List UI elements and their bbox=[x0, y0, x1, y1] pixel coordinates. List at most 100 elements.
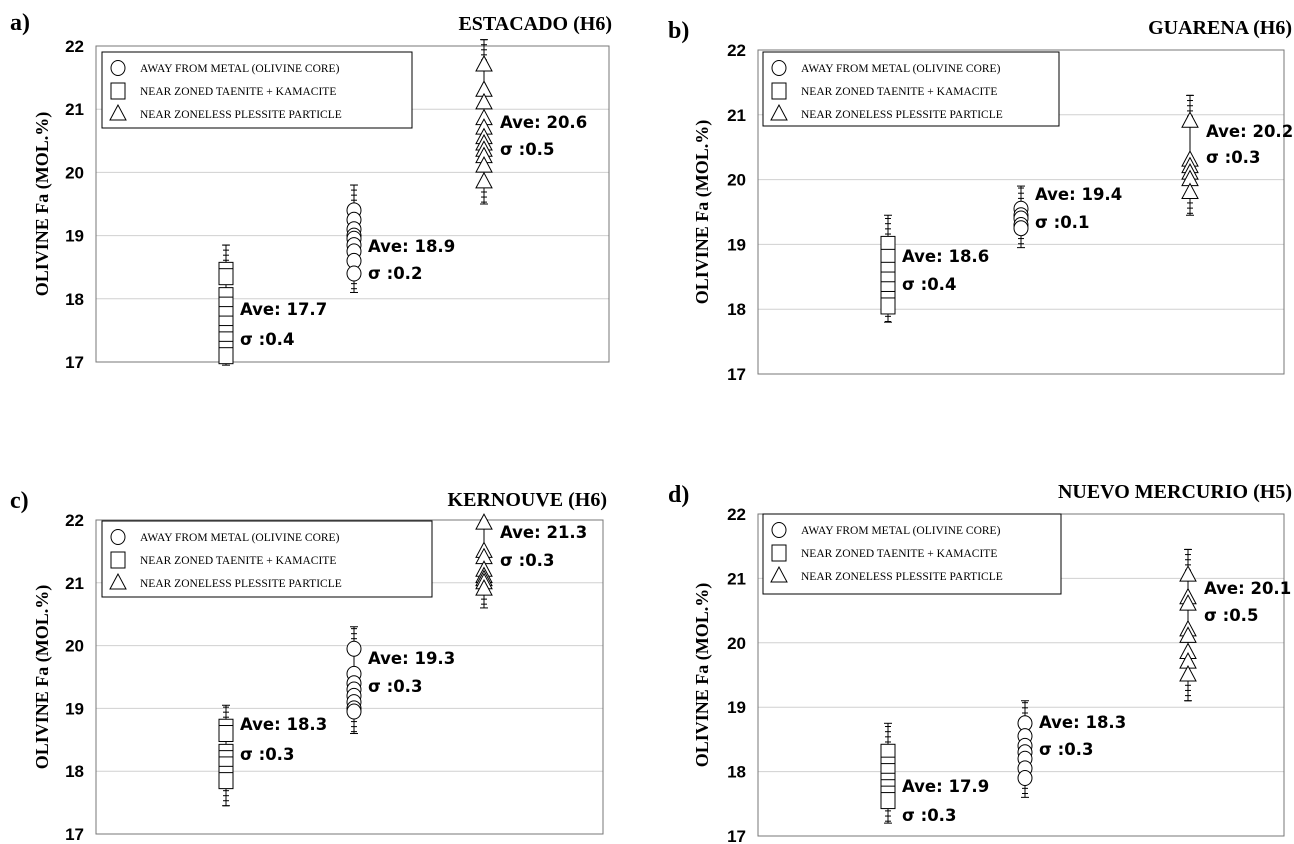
legend-entry: NEAR ZONED TAENITE + KAMACITE bbox=[140, 86, 336, 98]
y-tick-label: 17 bbox=[727, 827, 746, 844]
circle-marker bbox=[346, 640, 362, 657]
legend-box bbox=[101, 520, 433, 598]
triangle-marker bbox=[1179, 565, 1197, 582]
legend-circle-icon bbox=[771, 522, 787, 538]
legend-circle-icon bbox=[110, 529, 126, 545]
legend-entry: NEAR ZONELESS PLESSITE PARTICLE bbox=[140, 578, 342, 590]
sigma-label: σ :0.3 bbox=[1206, 148, 1260, 167]
legend-circle-icon bbox=[110, 60, 126, 76]
sigma-label: σ :0.4 bbox=[240, 330, 294, 349]
plot-frame bbox=[95, 519, 604, 835]
average-label: Ave: 19.4 bbox=[1035, 185, 1122, 204]
y-tick-label: 22 bbox=[65, 511, 84, 530]
y-tick-label: 21 bbox=[727, 569, 746, 588]
triangle-marker bbox=[475, 54, 493, 72]
square-marker bbox=[218, 347, 234, 365]
panel-letter: c) bbox=[10, 488, 29, 514]
circle-marker bbox=[1017, 770, 1033, 787]
average-label: Ave: 19.3 bbox=[368, 649, 455, 668]
legend-triangle-icon bbox=[109, 572, 127, 590]
plot-frame bbox=[757, 49, 1285, 375]
triangle-marker bbox=[1179, 626, 1197, 643]
sigma-label: σ :0.3 bbox=[500, 551, 554, 570]
average-label: Ave: 20.6 bbox=[500, 113, 587, 132]
sigma-label: σ :0.3 bbox=[240, 745, 294, 764]
y-axis-label: OLIVINE Fa (MOL.%) bbox=[32, 112, 53, 297]
legend-square-icon bbox=[771, 544, 787, 562]
chart-title: GUARENA (H6) bbox=[1148, 17, 1292, 39]
square-marker bbox=[218, 772, 234, 790]
average-label: Ave: 17.7 bbox=[240, 300, 327, 319]
square-marker bbox=[218, 725, 234, 743]
circle-marker bbox=[346, 265, 362, 282]
y-tick-label: 21 bbox=[727, 106, 746, 125]
y-tick-label: 21 bbox=[65, 100, 84, 119]
average-label: Ave: 18.9 bbox=[368, 237, 455, 256]
legend-square-icon bbox=[771, 82, 787, 100]
legend-entry: NEAR ZONED TAENITE + KAMACITE bbox=[801, 86, 997, 98]
sigma-label: σ :0.4 bbox=[902, 275, 956, 294]
y-tick-label: 19 bbox=[65, 699, 84, 718]
triangle-marker bbox=[1181, 182, 1199, 200]
average-label: Ave: 20.1 bbox=[1204, 579, 1291, 598]
legend-entry: NEAR ZONED TAENITE + KAMACITE bbox=[140, 555, 336, 567]
chart-title: NUEVO MERCURIO (H5) bbox=[1058, 481, 1292, 503]
y-axis-label: OLIVINE Fa (MOL.%) bbox=[692, 583, 713, 768]
legend-entry: NEAR ZONELESS PLESSITE PARTICLE bbox=[140, 109, 342, 121]
y-axis-label: OLIVINE Fa (MOL.%) bbox=[32, 585, 53, 770]
average-label: Ave: 18.3 bbox=[240, 715, 327, 734]
sigma-label: σ :0.5 bbox=[500, 140, 554, 159]
average-label: Ave: 18.3 bbox=[1039, 713, 1126, 732]
y-tick-label: 19 bbox=[727, 235, 746, 254]
square-marker bbox=[218, 268, 234, 286]
triangle-marker bbox=[1179, 664, 1197, 682]
y-tick-label: 18 bbox=[65, 290, 84, 309]
y-tick-label: 20 bbox=[65, 637, 84, 656]
sigma-label: σ :0.3 bbox=[1039, 740, 1093, 759]
legend-box bbox=[762, 51, 1060, 127]
triangle-marker bbox=[475, 513, 493, 530]
legend-triangle-icon bbox=[770, 565, 788, 583]
sigma-label: σ :0.1 bbox=[1035, 213, 1089, 232]
y-tick-label: 22 bbox=[727, 505, 746, 524]
panel-letter: d) bbox=[668, 482, 689, 508]
square-marker bbox=[880, 792, 896, 810]
circle-marker bbox=[1013, 220, 1029, 237]
circle-marker bbox=[346, 703, 362, 720]
y-tick-label: 17 bbox=[65, 353, 84, 372]
chart-title: KERNOUVE (H6) bbox=[448, 489, 607, 511]
square-marker bbox=[880, 297, 896, 315]
y-tick-label: 20 bbox=[65, 163, 84, 182]
y-tick-label: 19 bbox=[727, 698, 746, 717]
legend-entry: AWAY FROM METAL (OLIVINE CORE) bbox=[140, 532, 340, 544]
legend-circle-icon bbox=[771, 60, 787, 76]
y-tick-label: 22 bbox=[727, 41, 746, 60]
sigma-label: σ :0.5 bbox=[1204, 606, 1258, 625]
sigma-label: σ :0.3 bbox=[902, 806, 956, 825]
y-tick-label: 19 bbox=[65, 227, 84, 246]
y-tick-label: 17 bbox=[65, 825, 84, 844]
legend-box bbox=[762, 513, 1062, 595]
y-axis-label: OLIVINE Fa (MOL.%) bbox=[692, 120, 713, 305]
legend-entry: AWAY FROM METAL (OLIVINE CORE) bbox=[801, 525, 1001, 537]
legend-square-icon bbox=[110, 82, 126, 100]
triangle-marker bbox=[475, 171, 493, 189]
average-label: Ave: 20.2 bbox=[1206, 122, 1293, 141]
y-tick-label: 21 bbox=[65, 574, 84, 593]
sigma-label: σ :0.2 bbox=[368, 264, 422, 283]
y-tick-label: 22 bbox=[65, 37, 84, 56]
legend-entry: NEAR ZONELESS PLESSITE PARTICLE bbox=[801, 571, 1003, 583]
plot-frame bbox=[95, 45, 610, 363]
chart-title: ESTACADO (H6) bbox=[458, 13, 612, 35]
sigma-label: σ :0.3 bbox=[368, 677, 422, 696]
triangle-marker bbox=[475, 579, 493, 596]
panel-letter: b) bbox=[668, 18, 689, 44]
legend-entry: AWAY FROM METAL (OLIVINE CORE) bbox=[801, 63, 1001, 75]
average-label: Ave: 21.3 bbox=[500, 523, 587, 542]
y-tick-label: 18 bbox=[727, 763, 746, 782]
panel-letter: a) bbox=[10, 10, 30, 36]
legend-square-icon bbox=[110, 551, 126, 569]
legend-entry: NEAR ZONED TAENITE + KAMACITE bbox=[801, 548, 997, 560]
y-tick-label: 20 bbox=[727, 171, 746, 190]
